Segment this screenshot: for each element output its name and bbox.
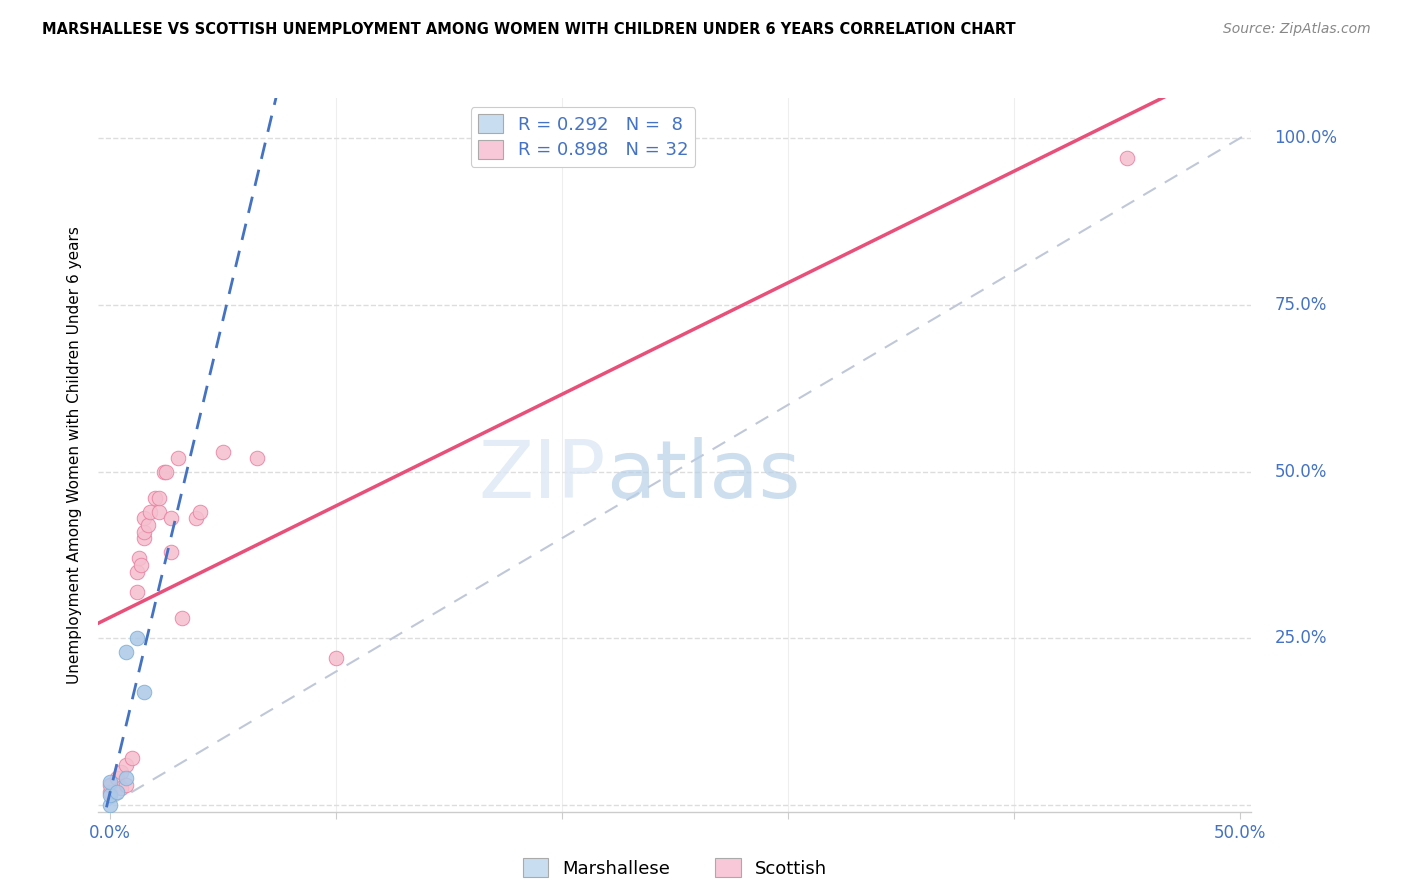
Text: 75.0%: 75.0% (1274, 296, 1327, 314)
Point (166, 451, 188, 466)
Point (98, 798, 121, 813)
Point (114, 645, 136, 659)
Text: ZIP: ZIP (478, 437, 606, 516)
Point (125, 565, 148, 579)
Point (188, 505, 211, 519)
Point (114, 778, 136, 792)
Point (110, 764, 132, 779)
Point (211, 444, 233, 458)
Point (325, 651, 347, 665)
Legend: Marshallese, Scottish: Marshallese, Scottish (516, 851, 834, 885)
Point (125, 584, 148, 599)
Text: 25.0%: 25.0% (1274, 630, 1327, 648)
Point (110, 781, 132, 796)
Point (121, 751, 143, 765)
Point (246, 451, 269, 466)
Point (184, 511, 207, 525)
Point (132, 511, 155, 525)
Point (148, 505, 170, 519)
Point (131, 558, 153, 572)
Point (132, 531, 155, 545)
Point (170, 611, 193, 625)
Point (139, 505, 162, 519)
Text: Source: ZipAtlas.com: Source: ZipAtlas.com (1223, 22, 1371, 37)
Point (136, 518, 159, 533)
Point (98, 788, 121, 802)
Text: MARSHALLESE VS SCOTTISH UNEMPLOYMENT AMONG WOMEN WITH CHILDREN UNDER 6 YEARS COR: MARSHALLESE VS SCOTTISH UNEMPLOYMENT AMO… (42, 22, 1015, 37)
Point (132, 684, 155, 698)
Text: atlas: atlas (606, 437, 800, 516)
Point (98, 778, 121, 792)
Point (105, 785, 128, 799)
Point (105, 772, 128, 786)
Point (132, 524, 155, 539)
Point (98, 774, 121, 789)
Point (155, 465, 177, 479)
Point (153, 465, 176, 479)
Point (143, 491, 166, 506)
Point (98, 785, 121, 799)
Point (159, 511, 181, 525)
Text: 100.0%: 100.0% (1274, 129, 1337, 147)
Y-axis label: Unemployment Among Women with Children Under 6 years: Unemployment Among Women with Children U… (67, 226, 83, 684)
Text: 50.0%: 50.0% (1274, 463, 1327, 481)
Point (114, 772, 136, 786)
Point (128, 551, 150, 566)
Point (114, 758, 136, 772)
Point (1116, 151, 1139, 165)
Point (148, 491, 170, 506)
Point (125, 632, 148, 646)
Point (159, 544, 181, 558)
